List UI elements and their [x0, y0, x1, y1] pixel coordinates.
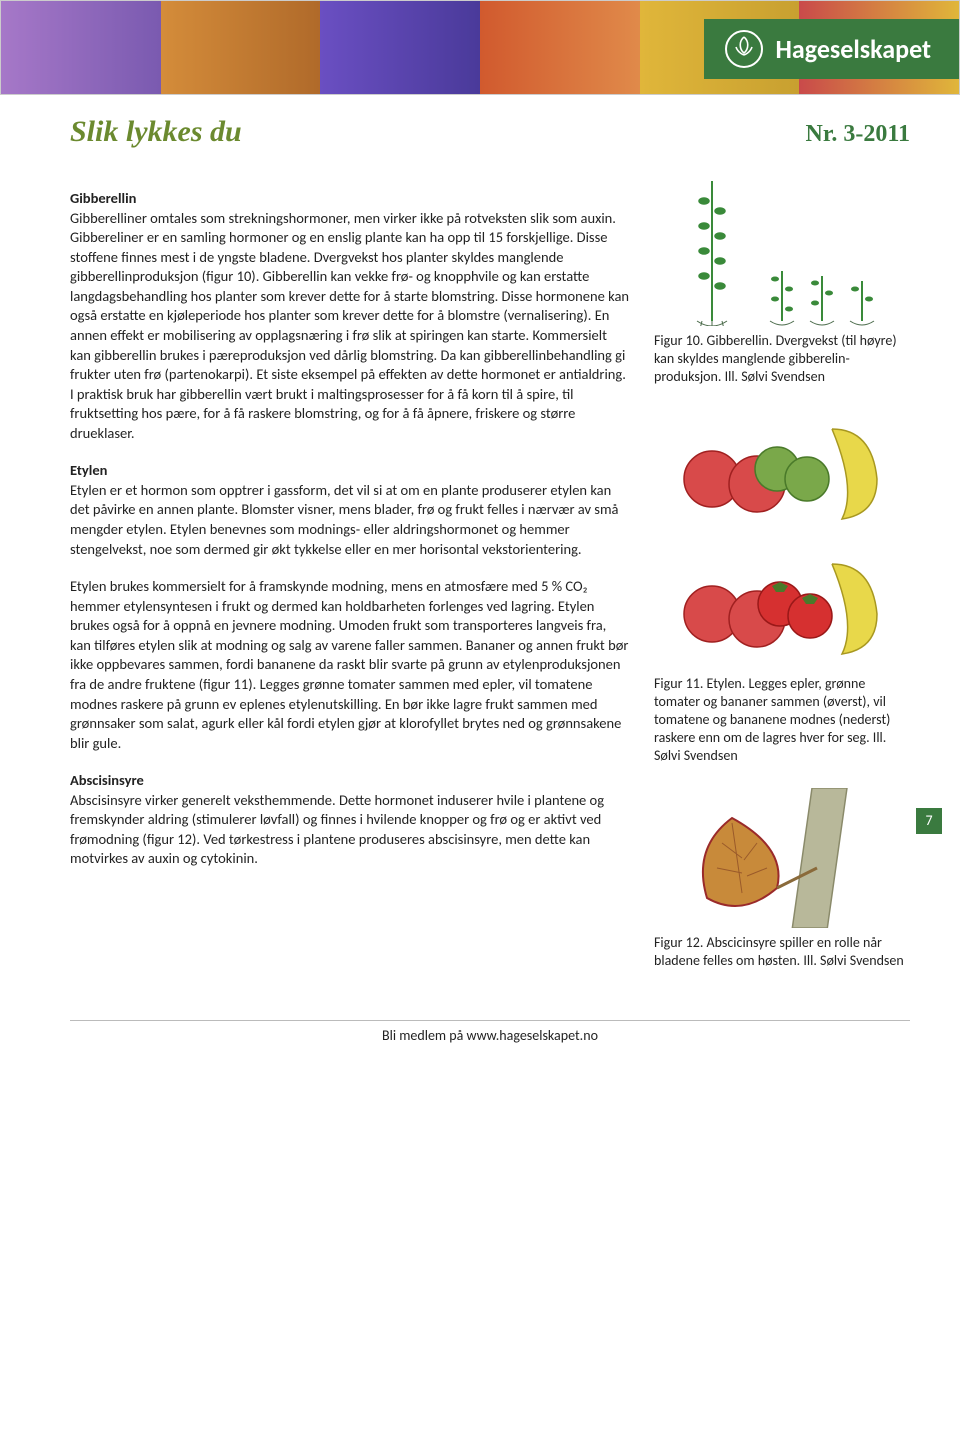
brand-name: Hageselskapet	[776, 33, 931, 65]
figure-11: Figur 11. Etylen. Legges epler, grønne t…	[654, 409, 910, 766]
main-column: Gibberellin Gibberelliner omtales som st…	[70, 171, 630, 992]
figure-12-caption: Figur 12. Abscicinsyre spiller en rolle …	[654, 934, 910, 970]
section-abscisinsyre: Abscisinsyre Abscisinsyre virker generel…	[70, 771, 630, 869]
figure-10-caption: Figur 10. Gibberellin. Dvergvekst (til h…	[654, 332, 910, 387]
section-etylen: Etylen Etylen er et hormon som opptrer i…	[70, 461, 630, 559]
text-gibberellin: Gibberelliner omtales som strekningshorm…	[70, 209, 630, 444]
figure-10: Figur 10. Gibberellin. Dvergvekst (til h…	[654, 171, 910, 387]
banner-photo-1	[1, 1, 161, 94]
brand-logo-icon	[724, 29, 764, 69]
heading-abscisinsyre: Abscisinsyre	[70, 771, 630, 791]
section-gibberellin: Gibberellin Gibberelliner omtales som st…	[70, 189, 630, 443]
figure-11-caption: Figur 11. Etylen. Legges epler, grønne t…	[654, 675, 910, 766]
text-abscisinsyre: Abscisinsyre virker generelt veksthemmen…	[70, 791, 630, 869]
figure-12: Figur 12. Abscicinsyre spiller en rolle …	[654, 788, 910, 970]
brand-badge: Hageselskapet	[704, 19, 959, 79]
footer-text: Bli medlem på www.hageselskapet.no	[70, 1020, 910, 1044]
banner-photo-2	[161, 1, 321, 94]
banner-photo-3	[320, 1, 480, 94]
page-title: Slik lykkes du	[70, 115, 242, 149]
banner-photo-4	[480, 1, 640, 94]
figure-11-image	[654, 409, 910, 669]
figure-10-image	[654, 171, 910, 326]
issue-number: Nr. 3-2011	[806, 121, 910, 148]
text-etylen-1: Etylen er et hormon som opptrer i gassfo…	[70, 481, 630, 559]
heading-etylen: Etylen	[70, 461, 630, 481]
heading-gibberellin: Gibberellin	[70, 189, 630, 209]
side-column: Figur 10. Gibberellin. Dvergvekst (til h…	[654, 171, 910, 992]
figure-12-image	[654, 788, 910, 928]
header-banner: Hageselskapet	[0, 0, 960, 95]
title-bar: Slik lykkes du Nr. 3-2011	[70, 115, 910, 149]
text-etylen-2: Etylen brukes kommersielt for å framskyn…	[70, 577, 630, 753]
page-number: 7	[916, 808, 942, 834]
section-etylen-2: Etylen brukes kommersielt for å framskyn…	[70, 577, 630, 753]
